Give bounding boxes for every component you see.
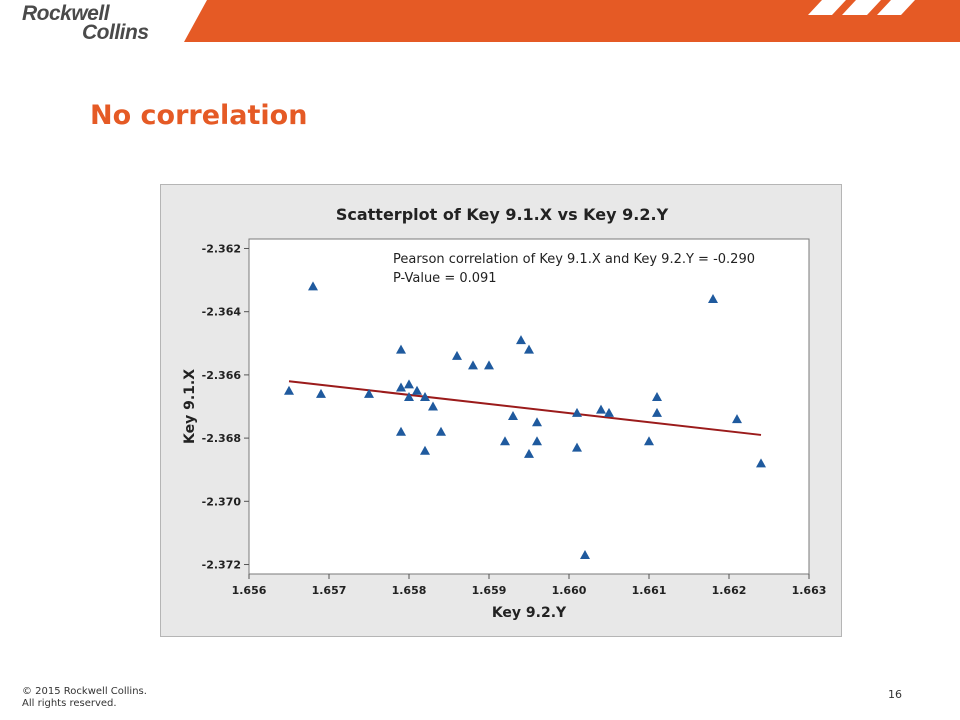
data-point <box>516 335 526 345</box>
data-point <box>396 382 406 392</box>
data-point <box>572 407 582 417</box>
x-tick-label: 1.659 <box>472 584 507 597</box>
data-point <box>404 392 414 402</box>
x-tick-label: 1.660 <box>552 584 587 597</box>
correlation-annotation: Pearson correlation of Key 9.1.X and Key… <box>393 252 755 267</box>
scatter-chart: Scatterplot of Key 9.1.X vs Key 9.2.Y 1.6… <box>182 205 827 621</box>
data-point <box>396 344 406 354</box>
x-tick-label: 1.662 <box>712 584 747 597</box>
logo-line-2: Collins <box>82 21 149 44</box>
data-point <box>420 392 430 402</box>
data-point <box>420 445 430 455</box>
data-point <box>284 385 294 395</box>
data-point <box>580 550 590 560</box>
x-tick-label: 1.658 <box>392 584 427 597</box>
page-number: 16 <box>888 688 902 701</box>
y-axis-label: Key 9.1.X <box>182 369 198 444</box>
data-point <box>364 388 374 398</box>
data-point <box>532 436 542 446</box>
y-tick-label: -2.372 <box>202 559 241 572</box>
plot-area <box>248 238 810 575</box>
header-stripe-2 <box>842 0 881 15</box>
data-point <box>436 426 446 436</box>
slide-title: No correlation <box>90 100 308 131</box>
data-point <box>596 404 606 414</box>
data-point <box>524 448 534 458</box>
data-point <box>412 385 422 395</box>
header-banner <box>0 0 960 46</box>
data-point <box>500 436 510 446</box>
copyright-line-1: © 2015 Rockwell Collins. <box>22 686 147 697</box>
data-point <box>572 442 582 452</box>
x-axis-label: Key 9.2.Y <box>492 605 567 621</box>
data-point <box>756 458 766 468</box>
data-point <box>652 392 662 402</box>
y-tick-label: -2.364 <box>202 306 242 319</box>
data-point <box>508 410 518 420</box>
data-point <box>396 426 406 436</box>
header-stripe-1 <box>808 0 846 15</box>
chart-title: Scatterplot of Key 9.1.X vs Key 9.2.Y <box>336 205 669 224</box>
x-tick-label: 1.661 <box>632 584 667 597</box>
chart-panel: Scatterplot of Key 9.1.X vs Key 9.2.Y 1.6… <box>160 184 842 637</box>
data-point <box>452 350 462 360</box>
data-point <box>708 294 718 304</box>
copyright-line-2: All rights reserved. <box>22 698 117 709</box>
y-tick-label: -2.370 <box>202 495 242 508</box>
data-point <box>644 436 654 446</box>
data-point <box>732 414 742 424</box>
data-point <box>316 388 326 398</box>
regression-line <box>288 380 762 436</box>
x-tick-label: 1.657 <box>312 584 347 597</box>
data-point <box>604 407 614 417</box>
data-point <box>652 407 662 417</box>
data-point <box>532 417 542 427</box>
data-point <box>404 379 414 389</box>
header-orange-band <box>184 0 960 42</box>
x-tick-label: 1.656 <box>232 584 267 597</box>
data-point <box>484 360 494 370</box>
company-logo[interactable]: Rockwell Collins <box>22 2 182 44</box>
header-stripe-3 <box>877 0 915 15</box>
data-point <box>524 344 534 354</box>
footer-copyright: © 2015 Rockwell Collins. All rights rese… <box>22 686 147 710</box>
y-tick-label: -2.366 <box>202 369 242 382</box>
y-tick-label: -2.362 <box>202 242 241 255</box>
y-tick-label: -2.368 <box>202 432 241 445</box>
data-point <box>428 401 438 411</box>
p-value-annotation: P-Value = 0.091 <box>393 271 497 286</box>
data-point <box>468 360 478 370</box>
logo-line-1: Rockwell <box>22 2 110 25</box>
x-tick-label: 1.663 <box>792 584 827 597</box>
data-point <box>308 281 318 291</box>
